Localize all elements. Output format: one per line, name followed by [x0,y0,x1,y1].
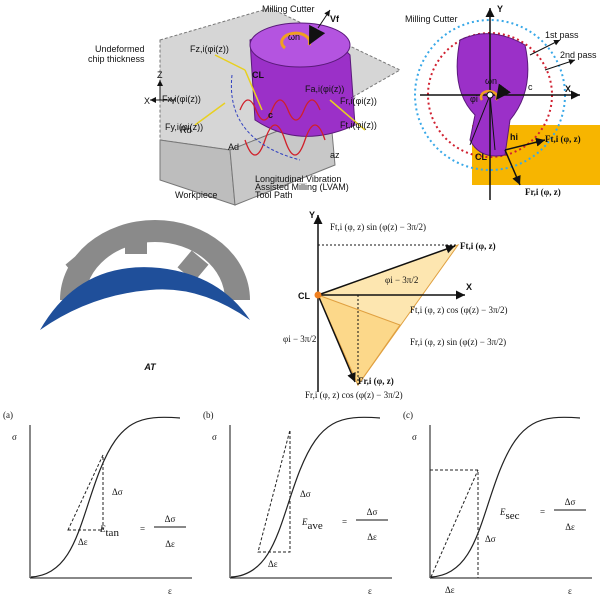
cl-label: CL [475,152,487,162]
formula-label: Ft,i (φ, z) cos (φ(z) − 3π/2) [410,305,507,315]
logo-text: AT [143,362,157,372]
pass-label: 1st pass [545,30,579,40]
panel-label: (a) [3,410,13,420]
workpiece-label: Workpiece [175,190,217,200]
logo-graphic [40,220,250,330]
force-label: Fr,i(φi(z)) [340,96,377,106]
force-label: Fy,i(φi(z)) [165,122,203,132]
axis-label: Y [170,96,176,106]
curve [230,416,381,578]
c-label: c [268,110,273,120]
delta-sigma: Δσ [300,489,311,499]
angle-label: φi − 3π/2 [385,275,418,285]
force-label: Fz,i(φi(z)) [190,44,229,54]
y-axis-label: σ [412,432,417,442]
formula-label: Fr,i (φ, z) sin (φ(z) − 3π/2) [410,337,506,347]
formula-label: Fr,i (φ, z) cos (φ(z) − 3π/2) [305,390,403,400]
numerator: Δσ [367,507,378,517]
delta-sigma: Δσ [485,534,496,544]
x-axis-label: ε [168,586,172,596]
equals: = [140,524,145,534]
force-label: Ft,i (φ, z) [545,134,581,144]
numerator: Δσ [565,497,576,507]
spindle-label: ωn [288,32,300,42]
denominator: Δε [367,532,377,542]
az-label: az [330,150,340,160]
modulus-symbol: E [301,517,308,527]
force-label: Fa,i(φi(z)) [305,84,344,94]
chip-label: chip thickness [88,54,145,64]
axis-label: Z [157,70,163,80]
panel-label: (b) [203,410,214,420]
delta-eps: Δε [78,537,88,547]
axis-label: X [565,84,571,94]
modulus: Esec [499,507,520,522]
force-label: Fx,i(φi(z)) [162,94,201,104]
cutter-label: Milling Cutter [405,14,458,24]
modulus-subscript: ave [308,520,323,532]
secant [430,469,479,578]
modulus: Etan [99,524,119,539]
pass-label: 2nd pass [560,50,597,60]
axis-label: Y [309,210,315,220]
equals: = [540,507,545,517]
force-label: Fr,i (φ, z) [358,376,394,386]
cutter-label: Milling Cutter [262,4,315,14]
axis-label: X [466,282,472,292]
y-axis-label: σ [212,432,217,442]
modulus: Eave [301,517,323,532]
numerator: Δσ [165,514,176,524]
force-label: Fr,i (φ, z) [525,187,561,197]
denominator: Δε [165,539,175,549]
delta-sigma: Δσ [112,487,123,497]
spindle-label: ωn [485,76,497,86]
modulus-symbol: E [499,507,506,517]
force-label: Ft,i(φi(z)) [340,120,377,130]
path-label: Assisted Milling (LVAM) [255,182,349,192]
force-label: Ft,i (φ, z) [460,241,496,251]
delta-eps: Δε [268,559,278,569]
path-label: Tool Path [255,190,293,200]
path-label: Longitudinal Vibration [255,174,341,184]
angle-label: φi − 3π/2 [283,334,316,344]
force-graphic [313,215,465,392]
chip-label: Undeformed [95,44,145,54]
curve [430,416,581,578]
cl-label: CL [252,70,264,80]
panel-label: (c) [403,410,413,420]
axis-label: X [144,96,150,106]
modulus-subscript: sec [506,510,520,522]
h-label: hi [510,132,518,142]
cl-label: CL [298,291,310,301]
x-axis-label: ε [368,586,372,596]
x-axis-label: ε [568,586,572,596]
curve [30,416,181,578]
axis-label: Y [497,4,503,14]
dashed-triangle [67,454,104,531]
dashed-triangle [257,429,291,553]
denominator: Δε [565,522,575,532]
ad-label: Ad [228,142,239,152]
feed-label: Vf [330,14,340,24]
rd-label: Rd [180,125,192,135]
y-axis-label: σ [12,432,17,442]
delta-eps: Δε [445,585,455,595]
milling-graphic [150,7,402,206]
modulus-symbol: E [99,524,106,534]
c-label: c [528,82,533,92]
pass-graphic [414,8,600,200]
formula-label: Ft,i (φ, z) sin (φ(z) − 3π/2) [330,222,426,232]
modulus-subscript: tan [106,527,120,539]
angle-label: φi [470,94,478,104]
equals: = [342,517,347,527]
